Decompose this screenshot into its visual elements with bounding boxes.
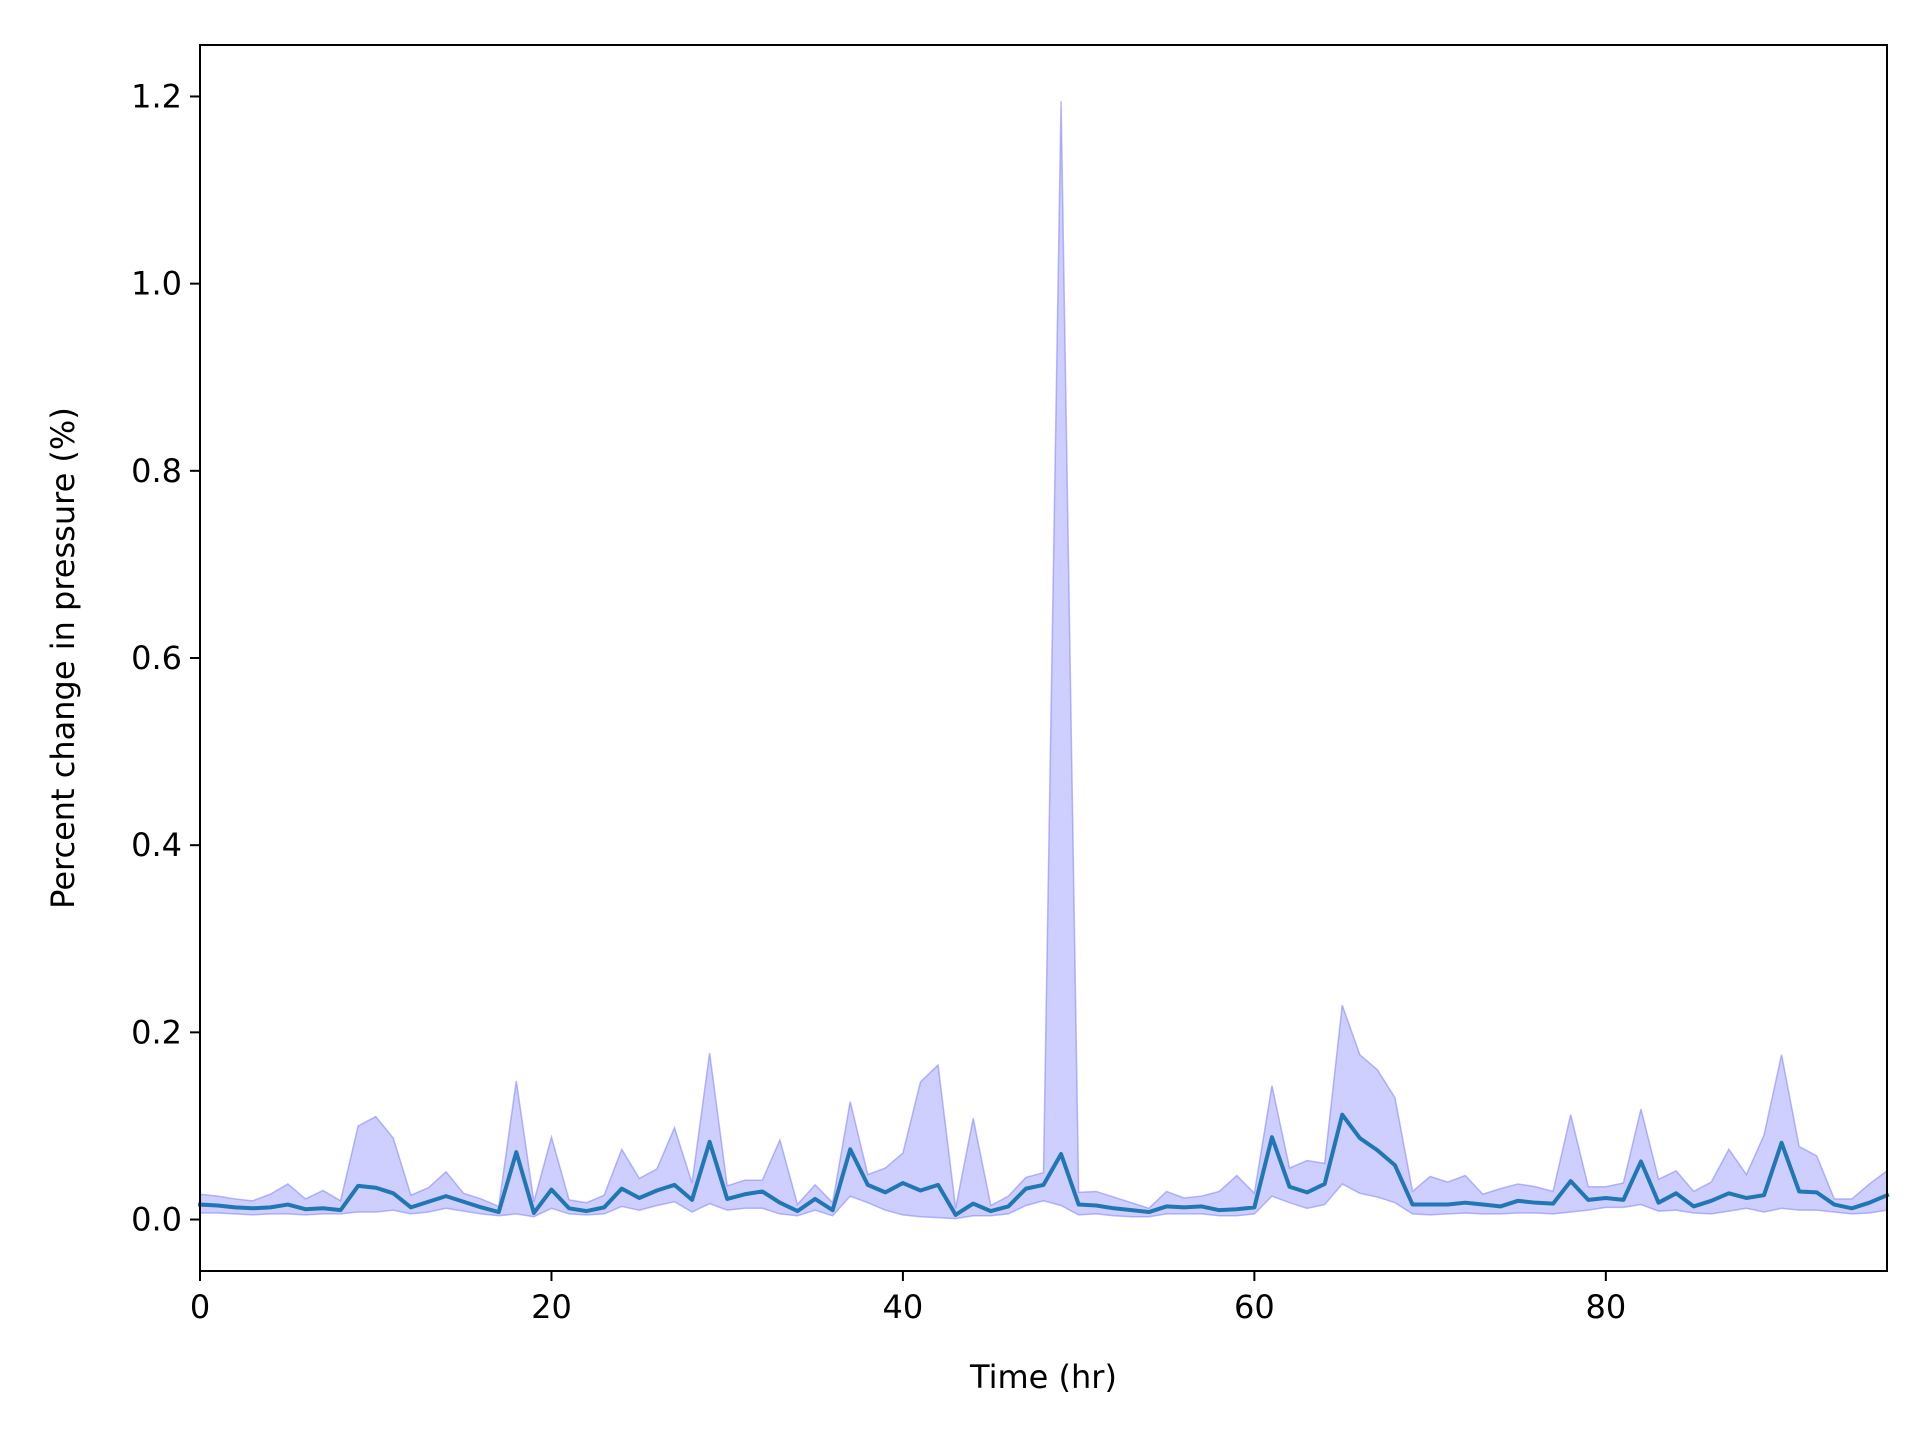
y-tick-label: 1.2	[131, 77, 182, 115]
y-axis-title: Percent change in pressure (%)	[44, 407, 82, 909]
x-tick-label: 80	[1585, 1288, 1626, 1326]
series-line	[197, 1112, 1890, 1217]
y-tick-label: 0.0	[131, 1201, 182, 1239]
x-axis: 0 20 40 60 80	[190, 1271, 1626, 1326]
y-tick-label: 0.4	[131, 826, 182, 864]
x-tick-label: 20	[531, 1288, 572, 1326]
y-tick-label: 0.6	[131, 639, 182, 677]
y-tick-label: 0.8	[131, 452, 182, 490]
series-line-layer	[197, 1112, 1890, 1217]
x-tick-label: 60	[1234, 1288, 1275, 1326]
plot-area-frame	[199, 44, 1888, 1272]
range-band	[199, 101, 1888, 1220]
x-axis-title: Time (hr)	[969, 1358, 1117, 1396]
y-tick-label: 1.0	[131, 265, 182, 303]
x-tick-label: 0	[190, 1288, 210, 1326]
x-tick-label: 40	[883, 1288, 924, 1326]
y-axis: 0.0 0.2 0.4 0.6 0.8 1.0 1.2	[131, 77, 200, 1239]
y-tick-label: 0.2	[131, 1013, 182, 1051]
range-band-layer	[199, 101, 1888, 1220]
